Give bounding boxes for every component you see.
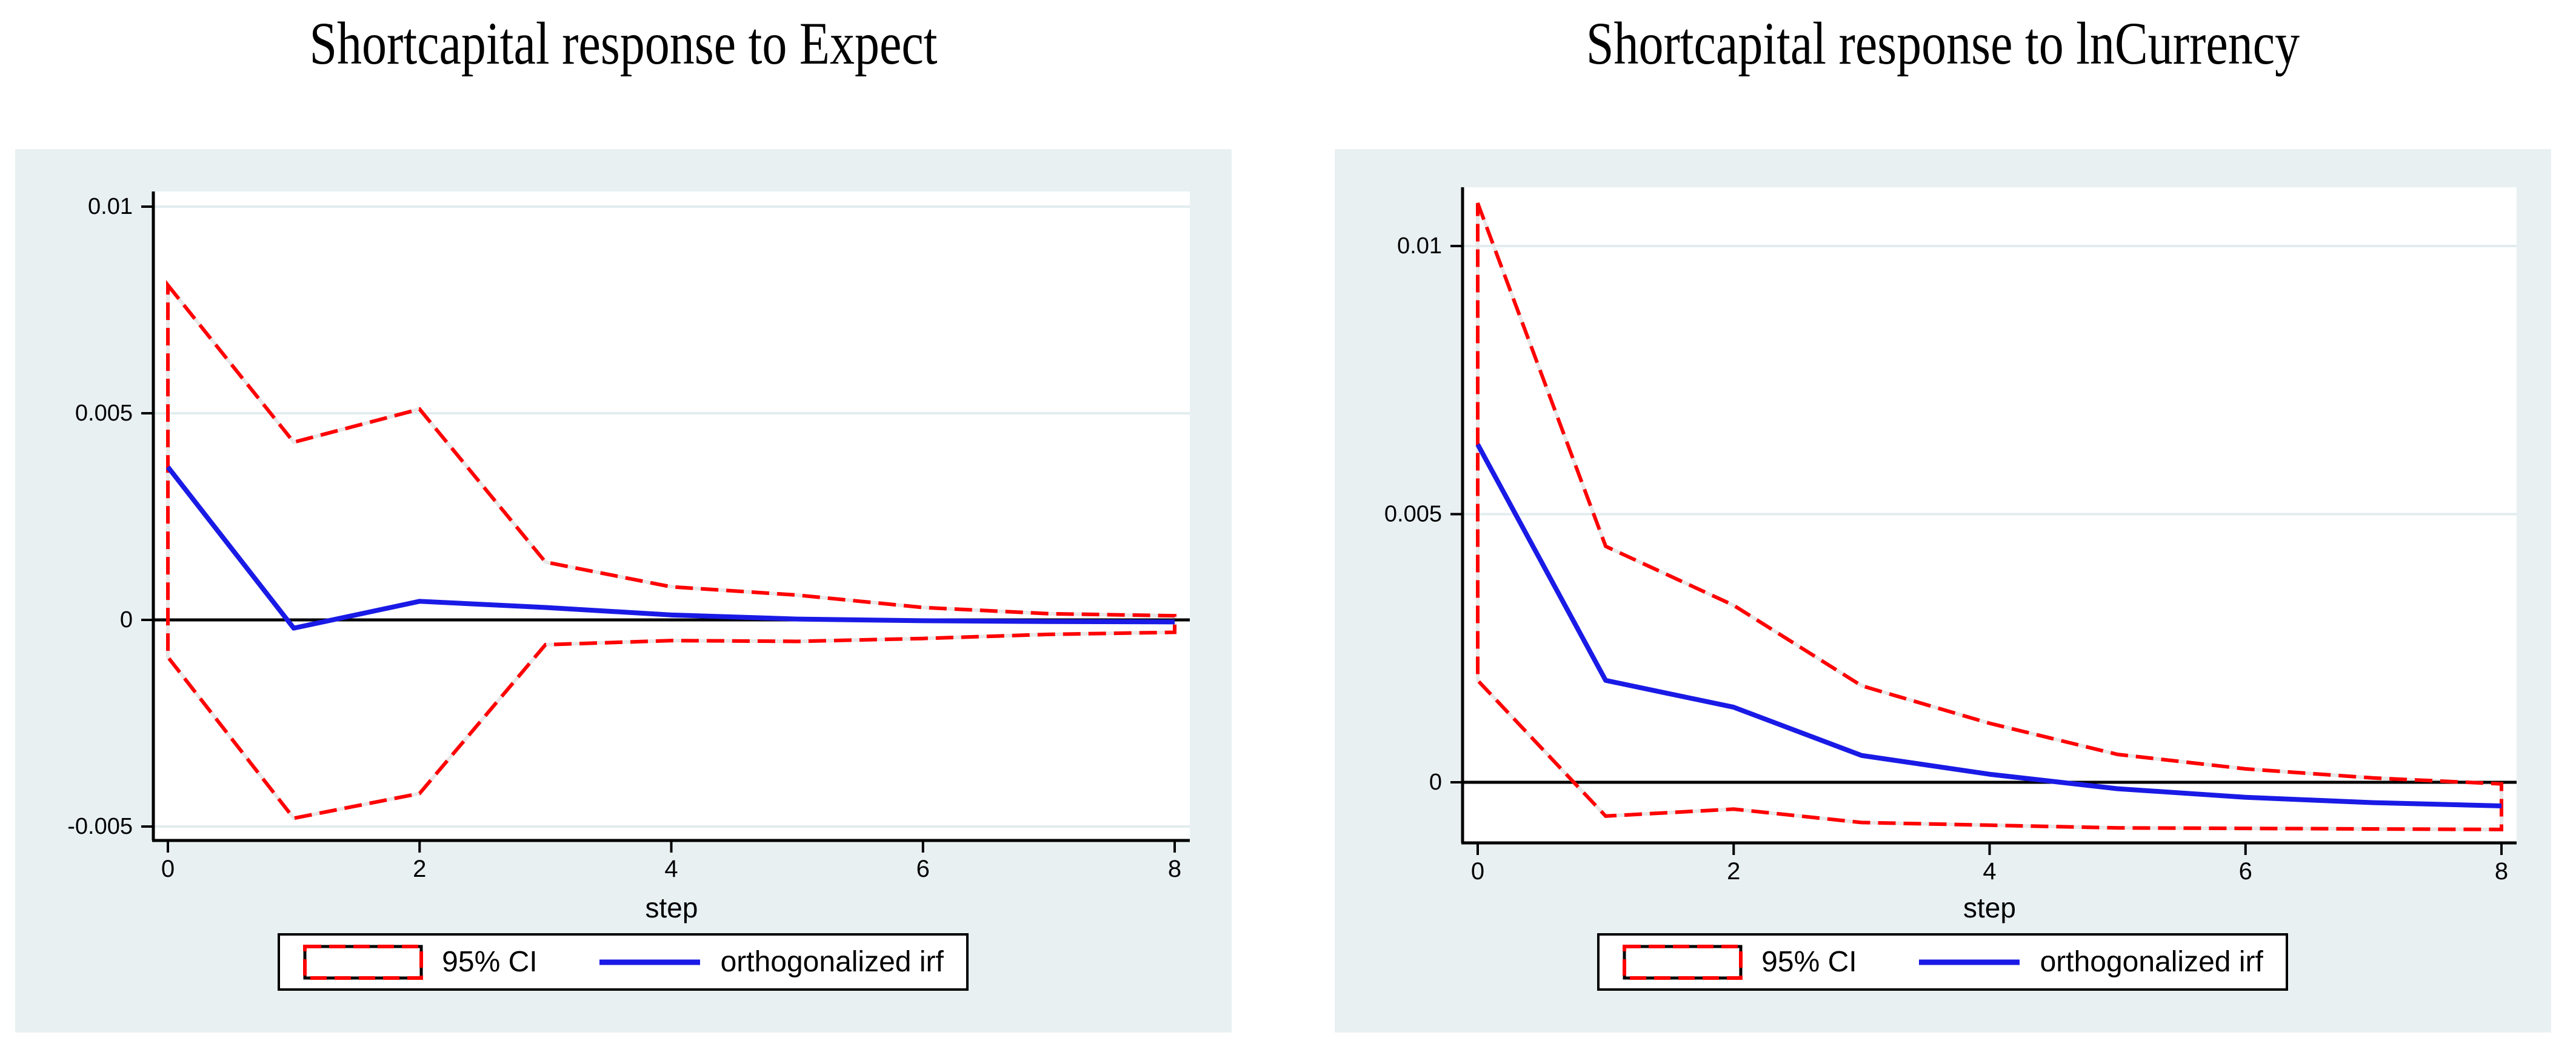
x-axis-label: step xyxy=(645,892,698,923)
legend-irf-label: orthogonalized irf xyxy=(2040,946,2263,978)
x-axis-label: step xyxy=(1963,892,2016,923)
legend: 95% CI orthogonalized irf xyxy=(1597,933,2288,991)
ci-swatch-icon xyxy=(303,944,424,980)
chart-title: Shortcapital response to lnCurrency xyxy=(1586,10,2300,77)
chart-title: Shortcapital response to Expect xyxy=(309,10,938,77)
legend: 95% CI orthogonalized irf xyxy=(278,933,969,991)
irf-line-key-icon xyxy=(599,959,700,965)
legend-irf-label: orthogonalized irf xyxy=(720,946,944,978)
legend-ci-label: 95% CI xyxy=(442,946,538,978)
plot-area xyxy=(153,191,1190,840)
plot-area xyxy=(1463,187,2517,843)
irf-line-key-icon xyxy=(1918,959,2020,965)
ci-swatch-icon xyxy=(1623,944,1743,980)
legend-ci-label: 95% CI xyxy=(1761,946,1857,978)
